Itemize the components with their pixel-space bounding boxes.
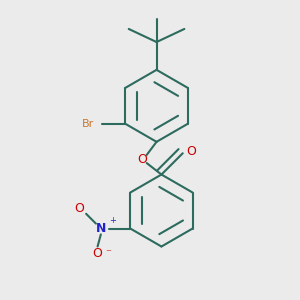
Text: N: N <box>96 222 106 235</box>
Text: O: O <box>137 153 147 166</box>
Text: O: O <box>75 202 85 215</box>
Text: O: O <box>93 247 103 260</box>
Text: O: O <box>186 145 196 158</box>
Text: ⁻: ⁻ <box>106 248 112 258</box>
Text: +: + <box>109 216 116 225</box>
Text: Br: Br <box>82 119 94 129</box>
